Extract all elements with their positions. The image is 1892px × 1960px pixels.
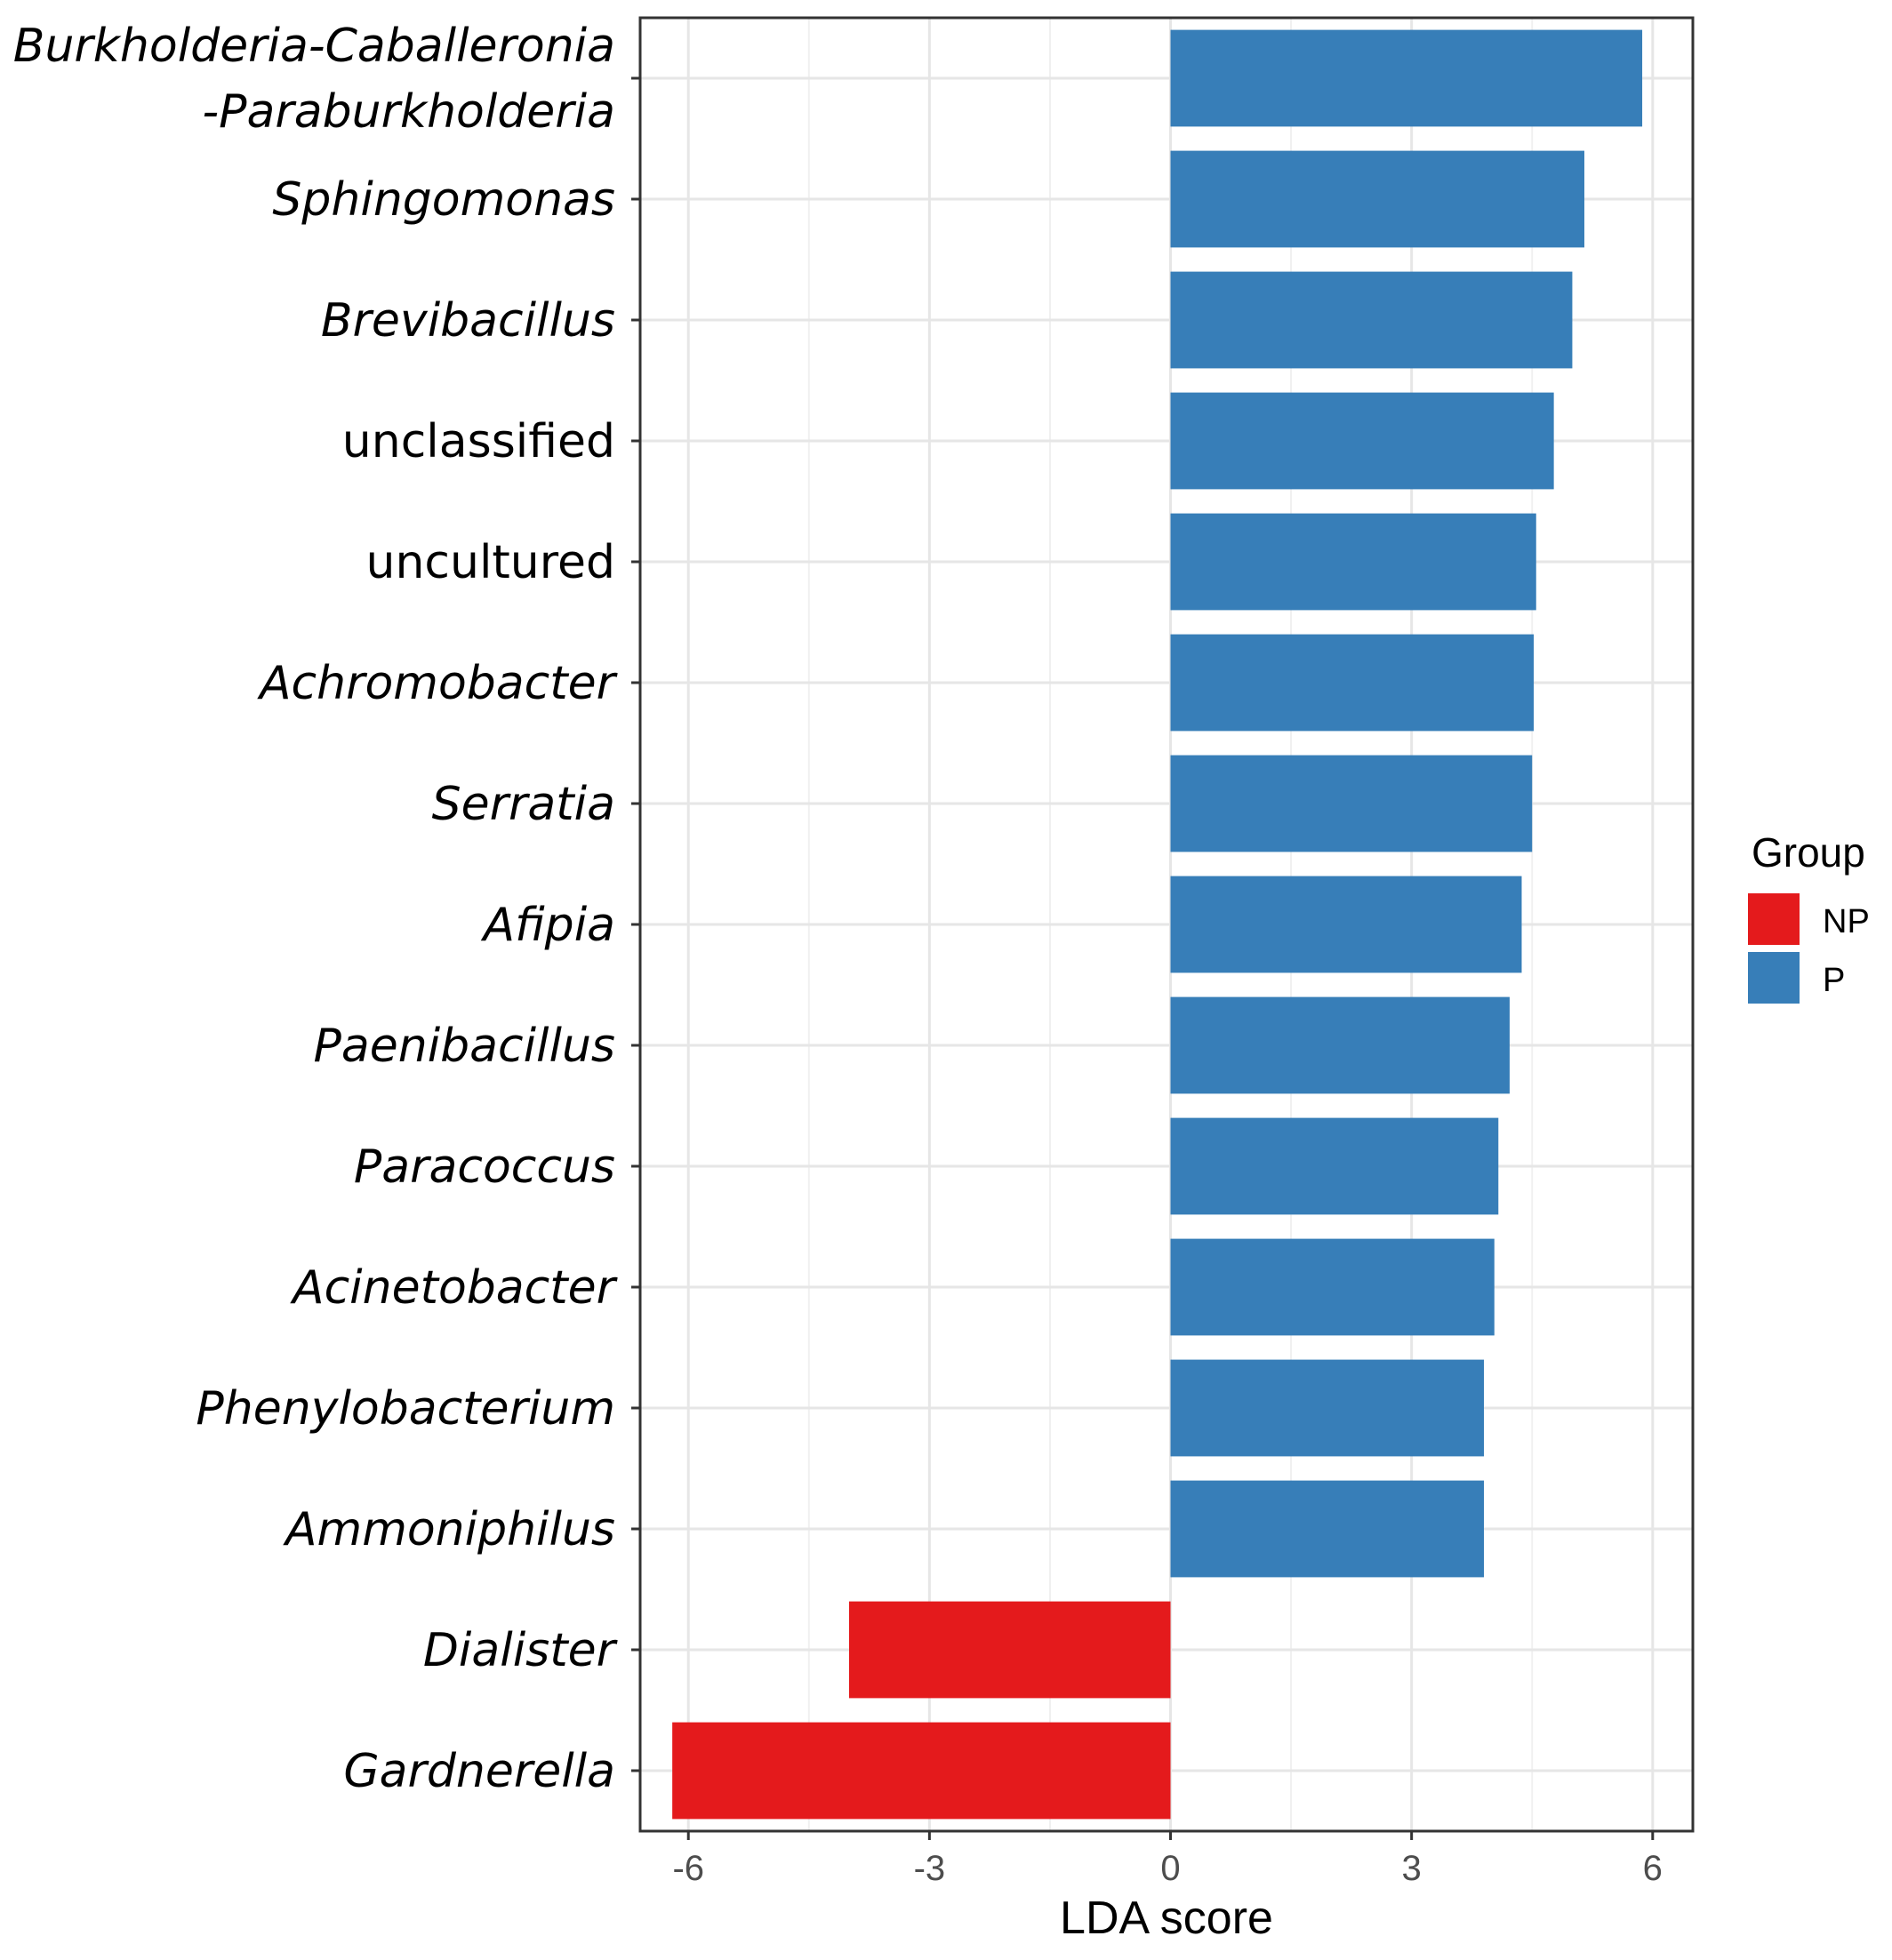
y-tick-label: Brevibacillus xyxy=(321,294,615,348)
y-tick-label: Dialister xyxy=(423,1624,619,1677)
y-tick-label: Acinetobacter xyxy=(290,1261,619,1315)
legend-key xyxy=(1748,952,1800,1004)
y-tick-label: Burkholderia-Caballeronia xyxy=(13,20,615,73)
y-tick-label: Paracoccus xyxy=(354,1140,615,1194)
y-tick-label: Afipia xyxy=(481,899,615,952)
bar xyxy=(1170,996,1510,1094)
y-tick-label: unclassified xyxy=(342,415,615,468)
bar xyxy=(1170,1359,1485,1457)
legend-title: Group xyxy=(1752,829,1865,876)
bar xyxy=(1170,29,1643,127)
y-tick-label: Paenibacillus xyxy=(314,1020,615,1073)
y-tick-label: uncultured xyxy=(366,536,616,589)
bar xyxy=(1170,150,1584,248)
bar xyxy=(1170,392,1554,490)
bar xyxy=(1170,1117,1499,1215)
bar xyxy=(1170,876,1522,973)
bar xyxy=(1170,271,1573,369)
bars xyxy=(672,29,1643,1820)
y-tick-label: Gardnerella xyxy=(343,1745,615,1798)
legend-key xyxy=(1748,893,1800,945)
x-tick-label: 0 xyxy=(1160,1849,1180,1888)
bar xyxy=(1170,1238,1495,1336)
y-tick-label: Phenylobacterium xyxy=(196,1382,615,1436)
y-tick-label: Achromobacter xyxy=(257,657,619,710)
y-tick-label: Sphingomonas xyxy=(272,173,615,227)
y-tick-label: Serratia xyxy=(432,778,615,831)
x-axis-title: LDA score xyxy=(1060,1892,1273,1944)
y-axis-ticks: Burkholderia-Caballeronia -Paraburkholder… xyxy=(13,20,640,1798)
bar xyxy=(1170,513,1536,611)
bar xyxy=(672,1722,1171,1820)
y-tick-label: -Paraburkholderia xyxy=(202,85,615,139)
bar xyxy=(1170,755,1533,852)
legend-label: P xyxy=(1823,962,1845,999)
bar xyxy=(1170,634,1535,732)
bar xyxy=(848,1601,1171,1699)
x-tick-label: 3 xyxy=(1402,1849,1422,1888)
y-tick-label: Ammoniphilus xyxy=(283,1503,615,1556)
bar xyxy=(1170,1480,1485,1578)
x-tick-label: -3 xyxy=(914,1849,946,1888)
x-tick-label: -6 xyxy=(672,1849,704,1888)
legend: Group NP P xyxy=(1748,829,1870,1004)
legend-label: NP xyxy=(1823,903,1870,940)
x-tick-label: 6 xyxy=(1643,1849,1663,1888)
x-axis-ticks: -6 -3 0 3 6 xyxy=(672,1831,1663,1888)
